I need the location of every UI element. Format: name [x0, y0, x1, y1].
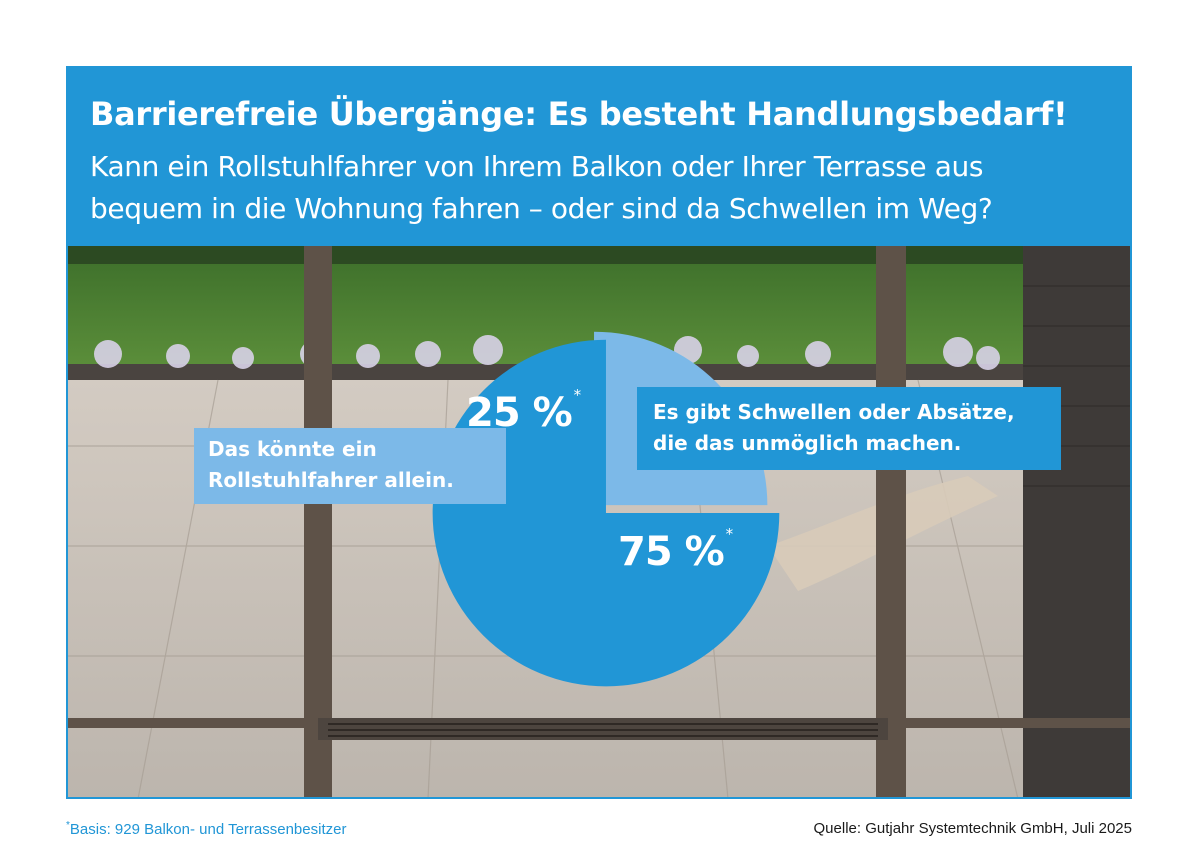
pie-slice-75	[432, 339, 780, 687]
slice-value-large: 75 % *	[618, 525, 733, 575]
page-title: Barrierefreie Übergänge: Es besteht Hand…	[90, 95, 1068, 133]
slice-label-small: Das könnte ein Rollstuhlfahrer allein.	[194, 428, 506, 504]
source-note: Quelle: Gutjahr Systemtechnik GmbH, Juli…	[813, 820, 1132, 837]
footnote: *Basis: 929 Balkon- und Terrassenbesitze…	[66, 820, 346, 838]
slice-value-large-marker: *	[725, 525, 733, 543]
infographic-frame: Barrierefreie Übergänge: Es besteht Hand…	[66, 66, 1132, 799]
footnote-text: Basis: 929 Balkon- und Terrassenbesitzer	[69, 821, 347, 838]
slice-value-small-marker: *	[573, 386, 581, 404]
footnote-marker: *	[66, 820, 70, 831]
background-photo: Das könnte ein Rollstuhlfahrer allein. E…	[68, 246, 1130, 797]
page-subtitle: Kann ein Rollstuhlfahrer von Ihrem Balko…	[90, 150, 993, 225]
slice-value-small: 25 % *	[466, 386, 581, 436]
slice-label-large: Es gibt Schwellen oder Absätze, die das …	[637, 387, 1061, 470]
pie-chart	[432, 331, 780, 687]
header-banner: Barrierefreie Übergänge: Es besteht Hand…	[68, 68, 1130, 246]
slice-value-large-text: 75 %	[618, 529, 725, 575]
slice-value-small-text: 25 %	[466, 390, 573, 436]
